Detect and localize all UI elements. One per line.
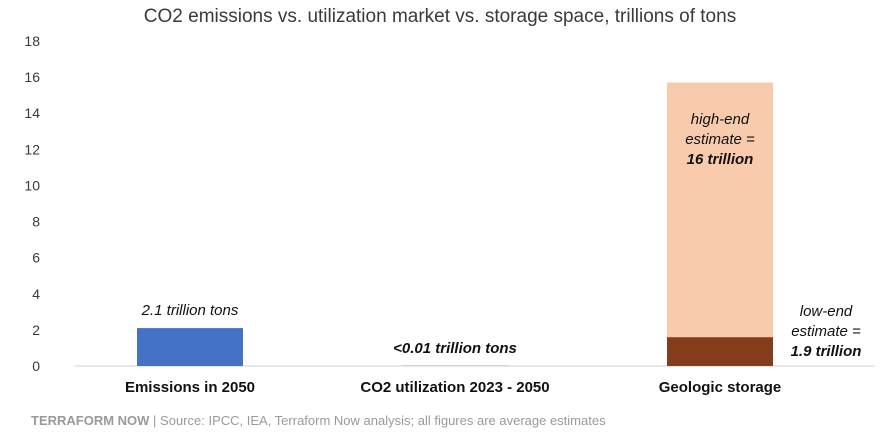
annotation-high-end-line-1: high-end — [691, 111, 750, 128]
y-tick-label: 8 — [32, 214, 40, 230]
y-tick-label: 4 — [32, 286, 40, 302]
annotation-low-end-line-1: low-end — [800, 303, 853, 320]
y-tick-label: 6 — [32, 250, 40, 266]
bar-2-segment-0 — [667, 337, 773, 366]
annotation-high-end-line-2: estimate = — [685, 131, 755, 148]
annotation-high-end-value: 16 trillion — [687, 151, 754, 168]
y-axis-ticks: 0 2 4 6 8 10 12 14 16 18 — [24, 33, 40, 374]
y-tick-label: 0 — [32, 358, 40, 374]
y-tick-label: 12 — [24, 141, 40, 157]
source-note: TERRAFORM NOW | Source: IPCC, IEA, Terra… — [31, 413, 606, 428]
category-label: Geologic storage — [659, 379, 782, 396]
category-label: CO2 utilization 2023 - 2050 — [360, 379, 549, 396]
bar-0-segment-0 — [137, 328, 243, 366]
y-tick-label: 14 — [24, 105, 40, 121]
bar-label-utilization: <0.01 trillion tons — [393, 340, 517, 357]
category-label: Emissions in 2050 — [125, 379, 255, 396]
annotation-low-end-value: 1.9 trillion — [791, 343, 862, 360]
annotation-high-end: high-end estimate = 16 trillion — [685, 111, 755, 168]
chart-title: CO2 emissions vs. utilization market vs.… — [144, 6, 736, 27]
annotation-low-end-line-2: estimate = — [791, 323, 861, 340]
bar-label-emissions: 2.1 trillion tons — [141, 302, 239, 319]
y-tick-label: 2 — [32, 322, 40, 338]
source-brand: TERRAFORM NOW — [31, 413, 150, 428]
y-tick-label: 10 — [24, 177, 40, 193]
y-tick-label: 18 — [24, 33, 40, 49]
bars — [137, 83, 773, 366]
annotation-low-end: low-end estimate = 1.9 trillion — [791, 303, 862, 360]
category-labels: Emissions in 2050 CO2 utilization 2023 - … — [125, 379, 781, 396]
y-tick-label: 16 — [24, 69, 40, 85]
source-text: | Source: IPCC, IEA, Terraform Now analy… — [149, 413, 606, 428]
